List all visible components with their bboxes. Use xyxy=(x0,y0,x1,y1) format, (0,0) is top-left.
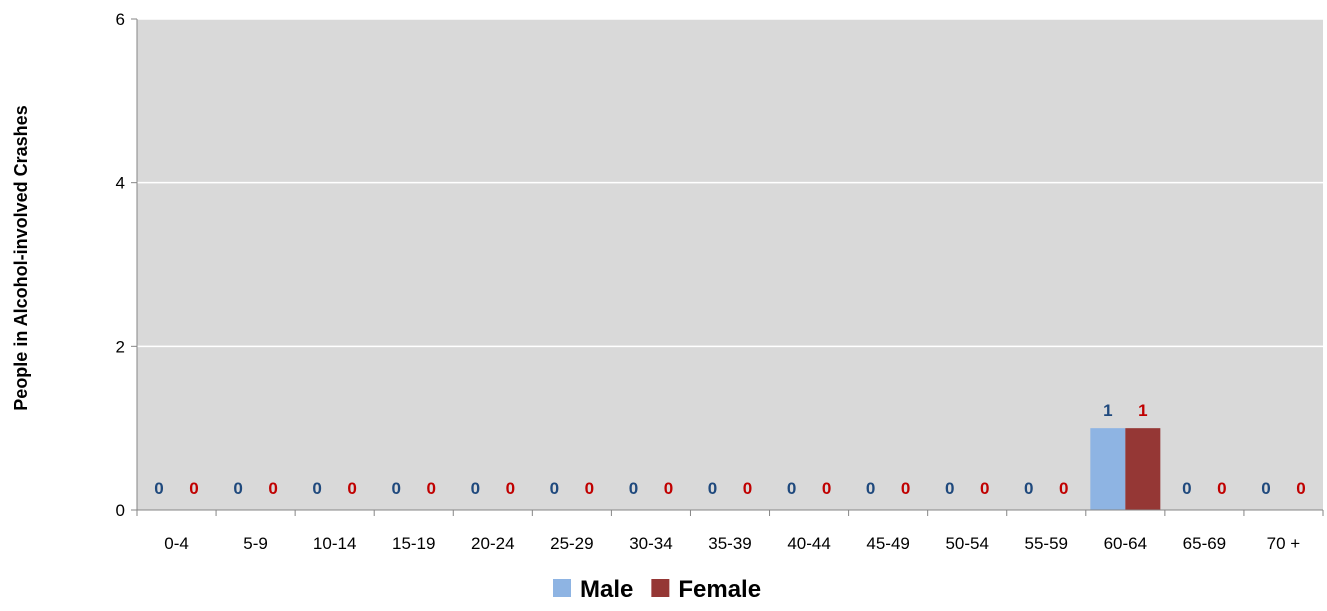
x-tick-label: 20-24 xyxy=(471,534,514,553)
axes xyxy=(131,18,1324,516)
data-label-male: 0 xyxy=(629,479,638,498)
legend-label-female: Female xyxy=(678,576,761,603)
y-tick-label: 0 xyxy=(116,501,125,520)
data-label-female: 0 xyxy=(268,479,277,498)
data-label-female: 0 xyxy=(1059,479,1068,498)
data-label-male: 0 xyxy=(550,479,559,498)
legend: Male Female xyxy=(553,576,761,603)
x-tick-label: 25-29 xyxy=(550,534,593,553)
bar-female xyxy=(1125,428,1161,510)
data-label-female: 0 xyxy=(506,479,515,498)
data-label-female: 0 xyxy=(347,479,356,498)
x-tick-label: 60-64 xyxy=(1104,534,1147,553)
data-label-female: 0 xyxy=(822,479,831,498)
legend-swatch-male xyxy=(553,579,571,597)
data-label-female: 0 xyxy=(585,479,594,498)
x-tick-label: 40-44 xyxy=(787,534,830,553)
data-label-female: 0 xyxy=(189,479,198,498)
data-label-male: 0 xyxy=(1261,479,1270,498)
data-label-male: 0 xyxy=(154,479,163,498)
x-tick-label: 10-14 xyxy=(313,534,356,553)
bar-male xyxy=(1090,428,1126,510)
data-label-male: 0 xyxy=(866,479,875,498)
data-label-male: 0 xyxy=(312,479,321,498)
data-label-male: 0 xyxy=(1182,479,1191,498)
data-label-male: 0 xyxy=(471,479,480,498)
data-label-male: 1 xyxy=(1103,401,1112,420)
data-label-female: 0 xyxy=(1217,479,1226,498)
y-tick-label: 2 xyxy=(116,337,125,356)
x-tick-label: 0-4 xyxy=(164,534,189,553)
data-label-female: 1 xyxy=(1138,401,1147,420)
x-tick-label: 35-39 xyxy=(708,534,751,553)
data-label-male: 0 xyxy=(1024,479,1033,498)
x-tick-label: 45-49 xyxy=(866,534,909,553)
x-tick-label: 5-9 xyxy=(243,534,268,553)
gridlines xyxy=(137,18,1323,348)
data-label-male: 0 xyxy=(708,479,717,498)
x-tick-label: 50-54 xyxy=(945,534,988,553)
y-tick-label: 6 xyxy=(116,10,125,29)
x-tick-label: 55-59 xyxy=(1025,534,1068,553)
data-label-female: 0 xyxy=(664,479,673,498)
data-label-male: 0 xyxy=(233,479,242,498)
data-label-male: 0 xyxy=(391,479,400,498)
x-tick-label: 30-34 xyxy=(629,534,672,553)
legend-swatch-female xyxy=(651,579,670,597)
data-label-female: 0 xyxy=(743,479,752,498)
data-label-female: 0 xyxy=(980,479,989,498)
data-label-male: 0 xyxy=(787,479,796,498)
data-labels: 0 0 0 0 0 0 0 0 0 0 0 0 1 0 0 0 0 0 0 0 0 0 0 0 0 0 0 1 0 0 xyxy=(154,401,1305,498)
y-axis-title: People in Alcohol-involved Crashes xyxy=(11,105,31,410)
y-tick-labels: 0 2 4 6 xyxy=(116,10,125,520)
y-tick-label: 4 xyxy=(116,174,125,193)
data-label-female: 0 xyxy=(426,479,435,498)
x-tick-label: 65-69 xyxy=(1183,534,1226,553)
legend-label-male: Male xyxy=(580,576,633,603)
x-tick-labels: 0-4 5-9 10-14 15-19 20-24 25-29 30-34 35-39 40-4… xyxy=(164,534,1300,553)
data-label-male: 0 xyxy=(945,479,954,498)
data-label-female: 0 xyxy=(1296,479,1305,498)
x-tick-label: 70 + xyxy=(1267,534,1301,553)
bars xyxy=(1090,428,1161,510)
data-label-female: 0 xyxy=(901,479,910,498)
x-tick-label: 15-19 xyxy=(392,534,435,553)
